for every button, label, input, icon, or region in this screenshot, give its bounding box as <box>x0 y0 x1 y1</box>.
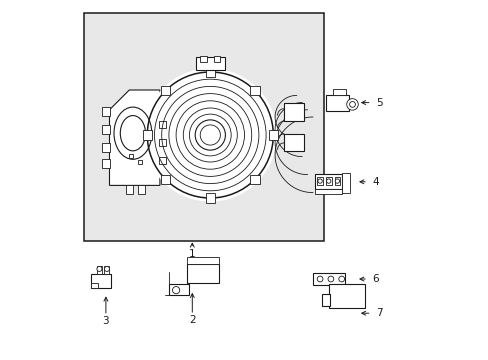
Bar <box>328 284 365 308</box>
Bar <box>250 175 259 184</box>
Circle shape <box>327 276 333 282</box>
Bar <box>250 86 259 95</box>
Circle shape <box>349 102 355 107</box>
Bar <box>196 57 224 70</box>
Ellipse shape <box>114 107 151 159</box>
Bar <box>102 159 110 168</box>
Circle shape <box>172 287 179 294</box>
Bar <box>138 185 145 194</box>
Bar <box>200 56 206 62</box>
Text: 1: 1 <box>188 249 195 259</box>
Circle shape <box>335 179 339 183</box>
Bar <box>312 273 345 285</box>
Bar <box>325 177 331 185</box>
Bar <box>84 13 323 241</box>
Bar <box>186 264 219 283</box>
Bar <box>125 185 133 194</box>
Text: 7: 7 <box>375 308 382 318</box>
Bar <box>334 177 340 185</box>
Circle shape <box>317 276 322 282</box>
Bar <box>102 107 110 116</box>
Bar <box>128 154 133 158</box>
Bar <box>161 175 170 184</box>
Circle shape <box>338 276 344 282</box>
Bar <box>213 56 220 62</box>
Bar <box>314 174 341 189</box>
Text: 5: 5 <box>375 98 382 108</box>
Bar <box>161 86 170 95</box>
Bar <box>332 89 346 95</box>
Text: 6: 6 <box>372 274 378 284</box>
Text: 4: 4 <box>372 177 378 187</box>
Circle shape <box>195 120 225 150</box>
Bar <box>91 274 111 288</box>
Bar <box>102 125 110 134</box>
Bar <box>138 160 142 164</box>
Bar <box>268 130 277 140</box>
Bar <box>325 95 348 111</box>
Bar <box>205 193 215 203</box>
Text: 3: 3 <box>102 316 109 326</box>
Bar <box>142 130 152 140</box>
Bar <box>186 257 219 264</box>
Ellipse shape <box>120 116 145 151</box>
Bar <box>159 121 166 128</box>
Bar <box>284 134 303 151</box>
Bar <box>104 266 108 274</box>
Bar <box>205 67 215 77</box>
Bar <box>159 139 166 146</box>
Bar <box>102 143 110 152</box>
Polygon shape <box>109 90 160 185</box>
Bar <box>168 284 188 295</box>
Circle shape <box>143 68 276 202</box>
Circle shape <box>200 125 220 145</box>
Circle shape <box>326 179 330 183</box>
Bar <box>317 177 322 185</box>
Text: 2: 2 <box>188 315 195 325</box>
Bar <box>159 157 166 164</box>
Bar <box>97 266 102 274</box>
Circle shape <box>104 266 109 271</box>
Circle shape <box>97 266 102 271</box>
Bar <box>342 173 349 193</box>
Circle shape <box>346 99 358 110</box>
Bar <box>314 189 341 194</box>
Bar <box>321 294 329 306</box>
Circle shape <box>317 179 322 183</box>
Bar <box>91 283 98 288</box>
Bar <box>284 103 303 121</box>
